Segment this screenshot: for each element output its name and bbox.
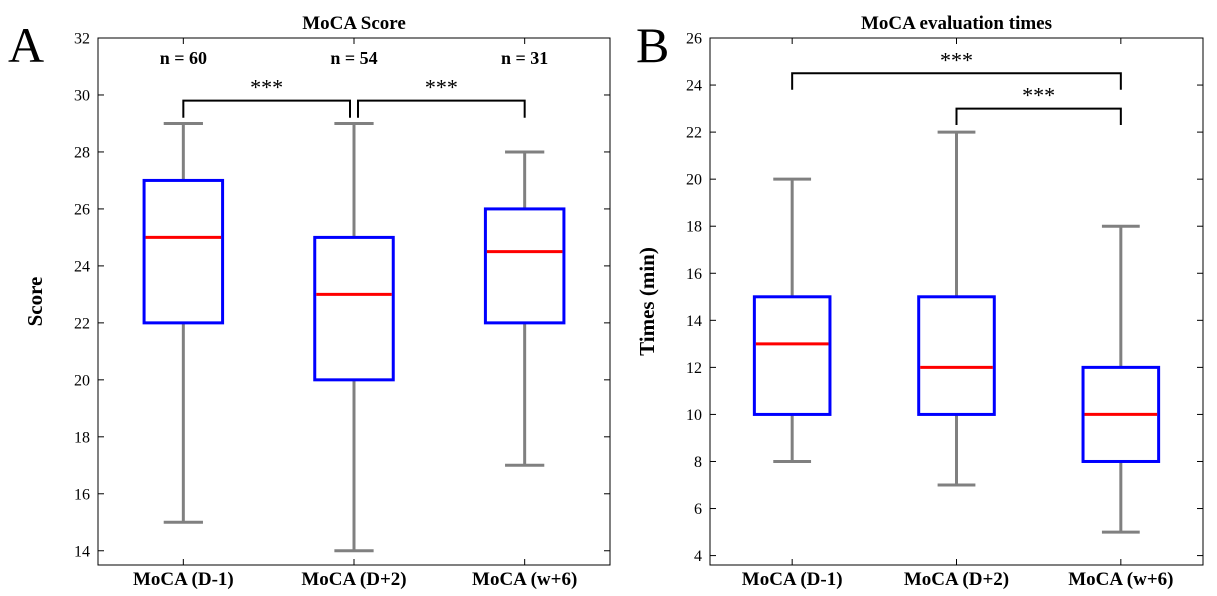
- y-tick-label: 20: [686, 172, 702, 189]
- box-iqr: [483, 207, 566, 325]
- y-tick-label: 18: [74, 429, 90, 446]
- box-iqr: [313, 235, 395, 382]
- y-tick-label: 4: [694, 548, 702, 565]
- y-tick-label: 16: [74, 486, 90, 503]
- y-tick-label: 24: [74, 258, 90, 275]
- panel-a: A MoCA Score 14 16 18 20 22 24 26 28 30 32 Score MoCA…: [8, 13, 611, 590]
- y-tick-label: 8: [694, 454, 702, 471]
- box-iqr: [1081, 365, 1161, 463]
- significance-bracket: [182, 99, 351, 118]
- sample-size-label: n = 60: [160, 48, 207, 68]
- y-tick-label: 30: [74, 87, 90, 104]
- y-tick-label: 10: [686, 407, 702, 424]
- panel-b: B MoCA evaluation times 4 6 8 10 12 14 16 18 20 22 2…: [635, 13, 1204, 590]
- y-tick-label: 32: [74, 31, 90, 48]
- x-category-label: MoCA (D-1): [742, 569, 843, 590]
- y-axis-label: Times (min): [635, 247, 659, 356]
- significance-stars: ***: [940, 47, 973, 72]
- chart-title: MoCA evaluation times: [861, 13, 1052, 34]
- x-category-label: MoCA (D-1): [133, 569, 234, 590]
- significance-stars: ***: [250, 75, 283, 100]
- panel-letter: A: [8, 17, 44, 73]
- sample-size-label: n = 31: [501, 48, 548, 68]
- y-tick-label: 26: [74, 201, 90, 218]
- box-iqr: [752, 295, 832, 416]
- y-tick-label: 26: [686, 31, 702, 48]
- y-tick-label: 22: [74, 315, 90, 332]
- significance-bracket: [955, 107, 1122, 126]
- x-category-label: MoCA (D+2): [904, 569, 1009, 590]
- significance-stars: ***: [425, 75, 458, 100]
- y-tick-label: 24: [686, 78, 702, 95]
- x-category-label: MoCA (w+6): [1068, 569, 1173, 590]
- y-tick-label: 28: [74, 144, 90, 161]
- y-tick-label: 14: [686, 313, 702, 330]
- significance-bracket: [357, 99, 526, 118]
- sample-size-label: n = 54: [330, 48, 377, 68]
- y-tick-label: 20: [74, 372, 90, 389]
- x-category-label: MoCA (D+2): [301, 569, 406, 590]
- box-iqr: [142, 178, 225, 325]
- significance-stars: ***: [1022, 83, 1055, 108]
- y-tick-label: 6: [694, 501, 702, 518]
- y-tick-label: 14: [74, 543, 90, 560]
- chart-title: MoCA Score: [302, 13, 406, 34]
- significance-bracket: [791, 72, 1122, 90]
- y-tick-label: 18: [686, 219, 702, 236]
- y-tick-label: 16: [686, 266, 702, 283]
- box-iqr: [917, 295, 996, 416]
- y-axis-label: Score: [23, 277, 47, 327]
- y-tick-label: 22: [686, 125, 702, 142]
- x-category-label: MoCA (w+6): [472, 569, 577, 590]
- panel-letter: B: [636, 17, 669, 73]
- y-tick-label: 12: [686, 360, 702, 377]
